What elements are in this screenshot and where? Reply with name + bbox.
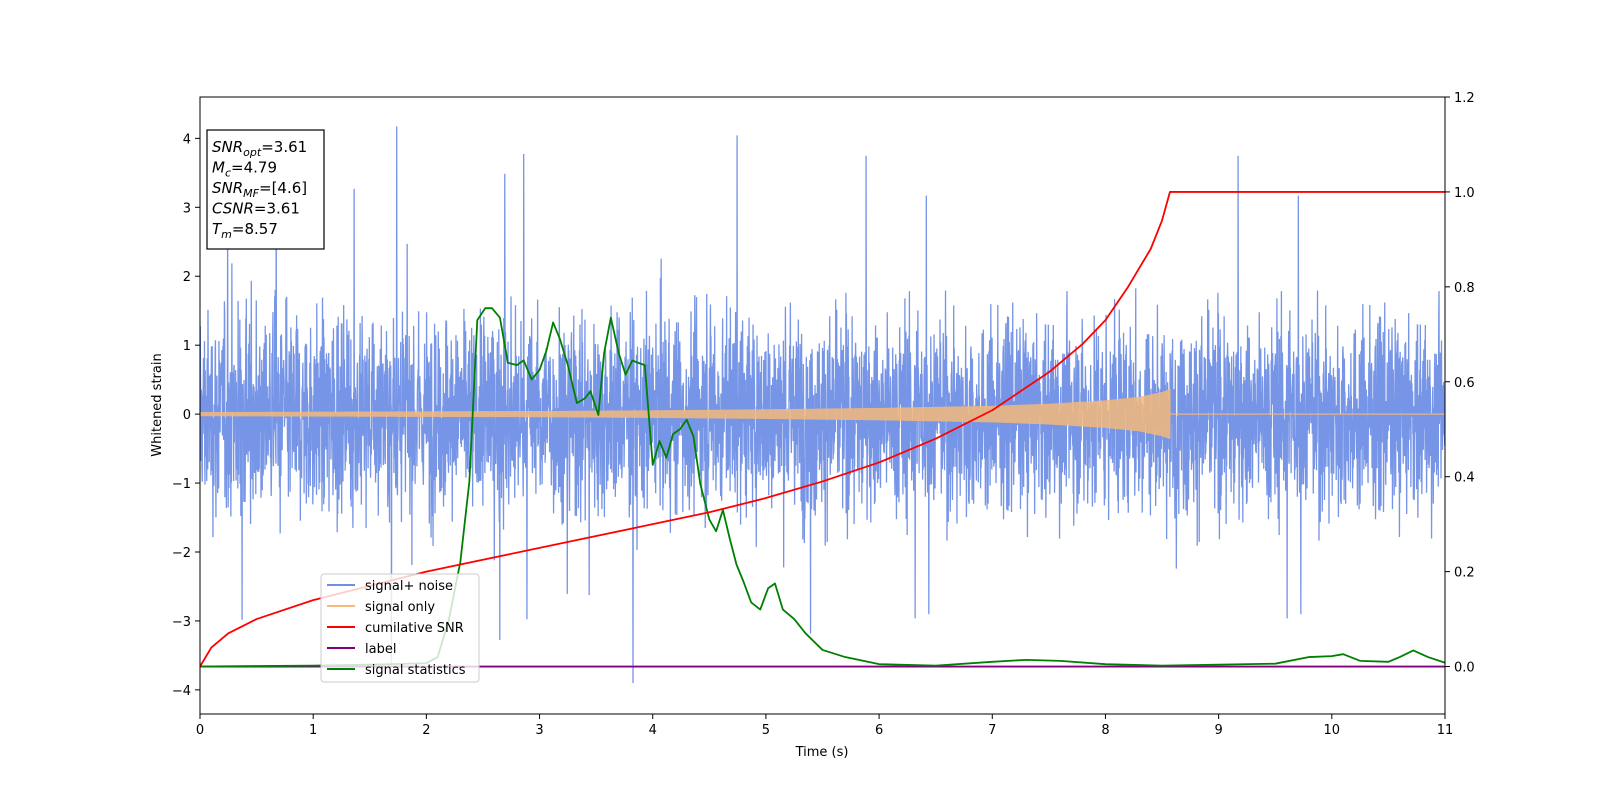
x-tick-label: 8 bbox=[1101, 723, 1109, 738]
y-tick-label: 3 bbox=[183, 201, 191, 216]
x-tick-label: 11 bbox=[1437, 723, 1454, 738]
legend-entry: cumilative SNR bbox=[365, 621, 464, 636]
y-tick-label: 2 bbox=[183, 270, 191, 285]
x-tick-label: 7 bbox=[988, 723, 996, 738]
info-box-line: CSNR=3.61 bbox=[212, 200, 300, 218]
info-box-line: Mc=4.79 bbox=[212, 159, 277, 180]
y-tick-label: −2 bbox=[172, 546, 191, 561]
series-signal-statistics-line bbox=[200, 307, 1445, 668]
x-tick-label: 5 bbox=[762, 723, 770, 738]
series-signal-noise-line bbox=[200, 126, 1445, 683]
legend: signal+ noise signal only cumilative SNR la… bbox=[320, 573, 480, 683]
legend-entry: signal statistics bbox=[365, 663, 466, 678]
x-tick-label: 0 bbox=[196, 723, 204, 738]
legend-entry: label bbox=[365, 642, 396, 657]
x-tick-label: 10 bbox=[1324, 723, 1341, 738]
y-tick-label: −1 bbox=[172, 477, 191, 492]
legend-frame bbox=[320, 573, 480, 683]
y-tick-label: 1 bbox=[183, 339, 191, 354]
y-right-tick-label: 1.0 bbox=[1454, 186, 1475, 201]
info-box-line: SNRopt=3.61 bbox=[212, 138, 307, 159]
legend-entry: signal only bbox=[365, 600, 435, 615]
y-right-tick-label: 0.6 bbox=[1454, 376, 1475, 391]
legend-entry: signal+ noise bbox=[365, 579, 453, 594]
x-tick-label: 1 bbox=[309, 723, 317, 738]
x-tick-label: 2 bbox=[422, 723, 430, 738]
x-axis-label: Time (s) bbox=[795, 745, 849, 760]
y-tick-label: 0 bbox=[183, 408, 191, 423]
y-right-tick-label: 0.4 bbox=[1454, 471, 1475, 486]
x-tick-label: 3 bbox=[535, 723, 543, 738]
axes: 0 1 2 3 4 5 6 7 8 9 10 11 −4 −3 −2 −1 0 1 2 3 4 0.0 0.2 0.4 0.6 0… bbox=[172, 91, 1475, 738]
series-signal-only-line bbox=[200, 389, 1445, 439]
plot-frame bbox=[199, 96, 1446, 715]
y-tick-label: 4 bbox=[183, 132, 191, 147]
series-cumulative-snr-line bbox=[200, 191, 1445, 668]
y-right-tick-label: 0.0 bbox=[1454, 661, 1475, 676]
info-box-line: Tm=8.57 bbox=[212, 220, 278, 241]
info-box-frame bbox=[206, 129, 325, 250]
y-right-tick-label: 0.2 bbox=[1454, 566, 1475, 581]
info-box-line: SNRMF=[4.6] bbox=[212, 179, 307, 200]
y-right-tick-label: 1.2 bbox=[1454, 91, 1475, 106]
x-tick-label: 6 bbox=[875, 723, 883, 738]
y-right-tick-label: 0.8 bbox=[1454, 281, 1475, 296]
x-tick-label: 9 bbox=[1214, 723, 1222, 738]
y-axis-label: Whitened strain bbox=[150, 353, 165, 456]
x-tick-label: 4 bbox=[649, 723, 657, 738]
y-tick-label: −4 bbox=[172, 684, 191, 699]
y-tick-label: −3 bbox=[172, 615, 191, 630]
